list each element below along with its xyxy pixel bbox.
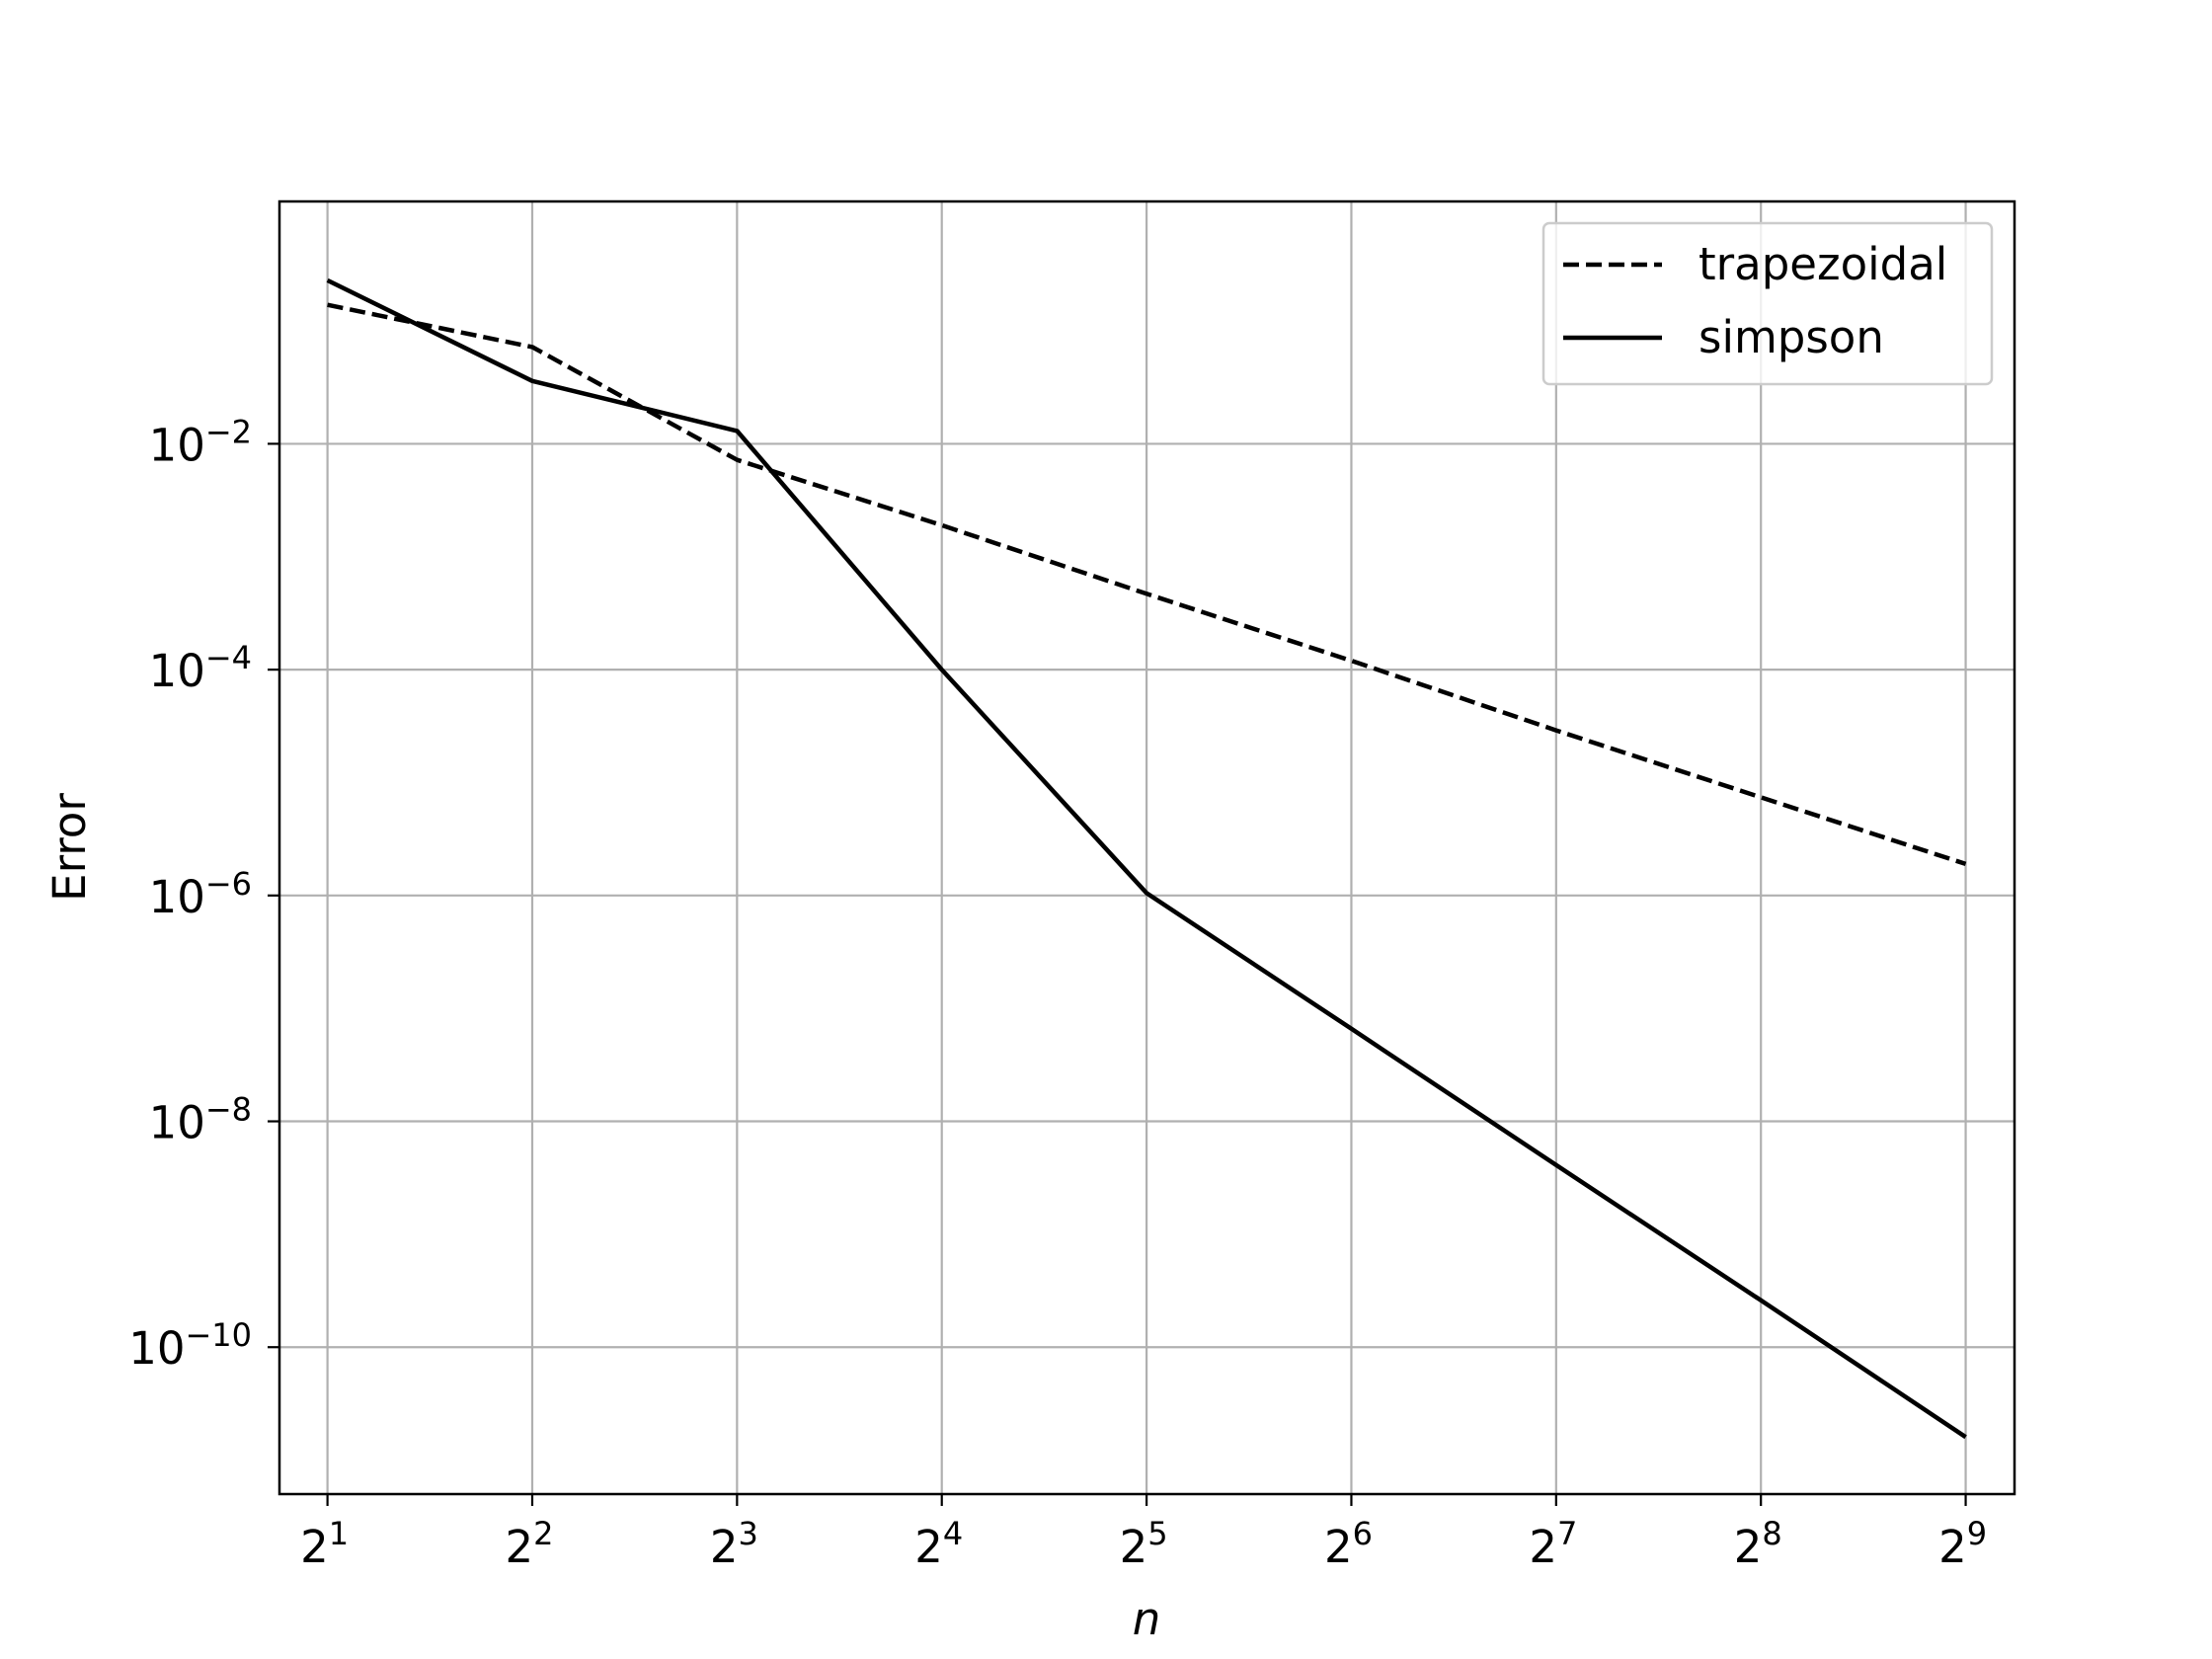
x-tick-label: 28 [1734, 1515, 1782, 1573]
y-tick-label: 10−2 [149, 413, 252, 471]
x-tick-label: 27 [1529, 1515, 1577, 1573]
y-axis-label: Error [43, 793, 96, 902]
x-tick-label: 29 [1938, 1515, 1987, 1573]
legend-label-simpson: simpson [1698, 311, 1884, 363]
x-tick-label: 23 [710, 1515, 758, 1573]
y-tick-label: 10−10 [128, 1316, 252, 1375]
series-line-trapezoidal [327, 302, 1967, 867]
legend: trapezoidal simpson [1541, 221, 1994, 386]
y-tick-label: 10−8 [149, 1091, 252, 1149]
y-tick-label: 10−6 [149, 865, 252, 923]
x-axis-label: n [1133, 1593, 1161, 1645]
x-tick-label: 21 [300, 1515, 349, 1573]
grid [279, 201, 2014, 1494]
y-tick-label: 10−4 [149, 639, 252, 697]
legend-label-trapezoidal: trapezoidal [1698, 238, 1947, 290]
x-tick-label: 24 [914, 1515, 963, 1573]
series-line-simpson [326, 277, 1967, 1440]
x-axis-ticks: 21 22 23 24 25 26 27 28 29 [300, 1494, 1987, 1573]
series-lines [326, 277, 1967, 1440]
x-tick-label: 22 [505, 1515, 553, 1573]
x-tick-label: 26 [1324, 1515, 1373, 1573]
x-tick-label: 25 [1120, 1515, 1168, 1573]
y-axis-ticks: 10−2 10−4 10−6 10−8 10−10 [128, 413, 279, 1375]
